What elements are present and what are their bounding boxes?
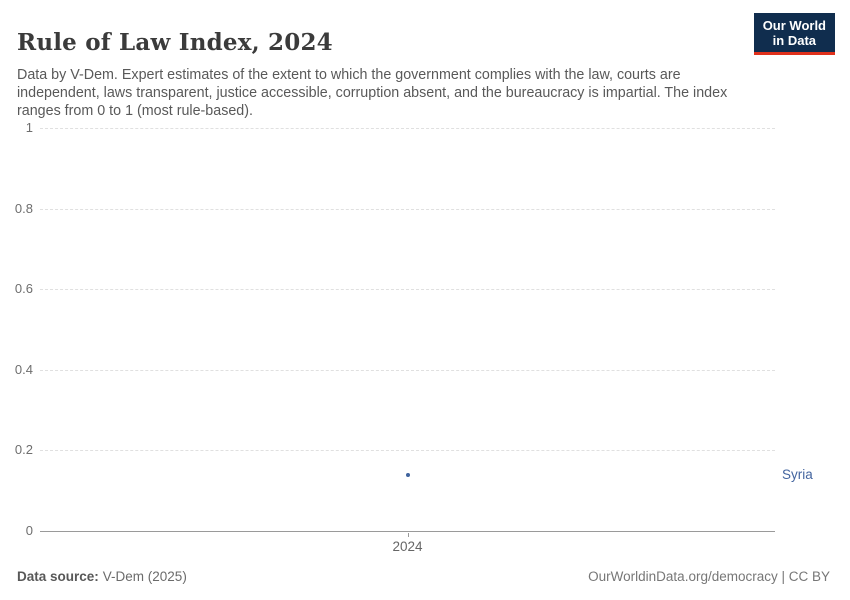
gridline: [40, 369, 775, 371]
x-tick-mark: [407, 533, 409, 537]
y-tick-label: 0: [25, 523, 33, 538]
data-source-value: V-Dem (2025): [102, 569, 187, 584]
y-tick-label: 1: [25, 120, 33, 135]
data-point-syria[interactable]: [405, 472, 410, 477]
owid-logo-line1: Our World: [762, 18, 826, 33]
page-title: Rule of Law Index, 2024: [17, 29, 333, 57]
credit-link[interactable]: OurWorldinData.org/democracy | CC BY: [588, 569, 830, 584]
gridline: [40, 208, 775, 210]
owid-logo-line2: in Data: [772, 33, 817, 48]
y-tick-label: 0.4: [14, 361, 33, 377]
gridline: [40, 289, 775, 291]
x-tick-label: 2024: [392, 539, 423, 554]
x-axis-line: [40, 531, 775, 532]
chart-subtitle: Data by V-Dem. Expert estimates of the e…: [17, 67, 728, 120]
y-tick-label: 0.8: [14, 200, 33, 216]
data-source-label: Data source:: [17, 569, 99, 584]
gridline: [40, 450, 775, 452]
data-source-note: Data source: V-Dem (2025): [17, 569, 187, 584]
owid-logo[interactable]: Our World in Data: [753, 13, 835, 55]
y-tick-label: 0.6: [14, 281, 33, 297]
gridline: [40, 128, 775, 129]
y-tick-label: 0.2: [14, 442, 33, 458]
entity-label-syria[interactable]: Syria: [782, 466, 813, 482]
